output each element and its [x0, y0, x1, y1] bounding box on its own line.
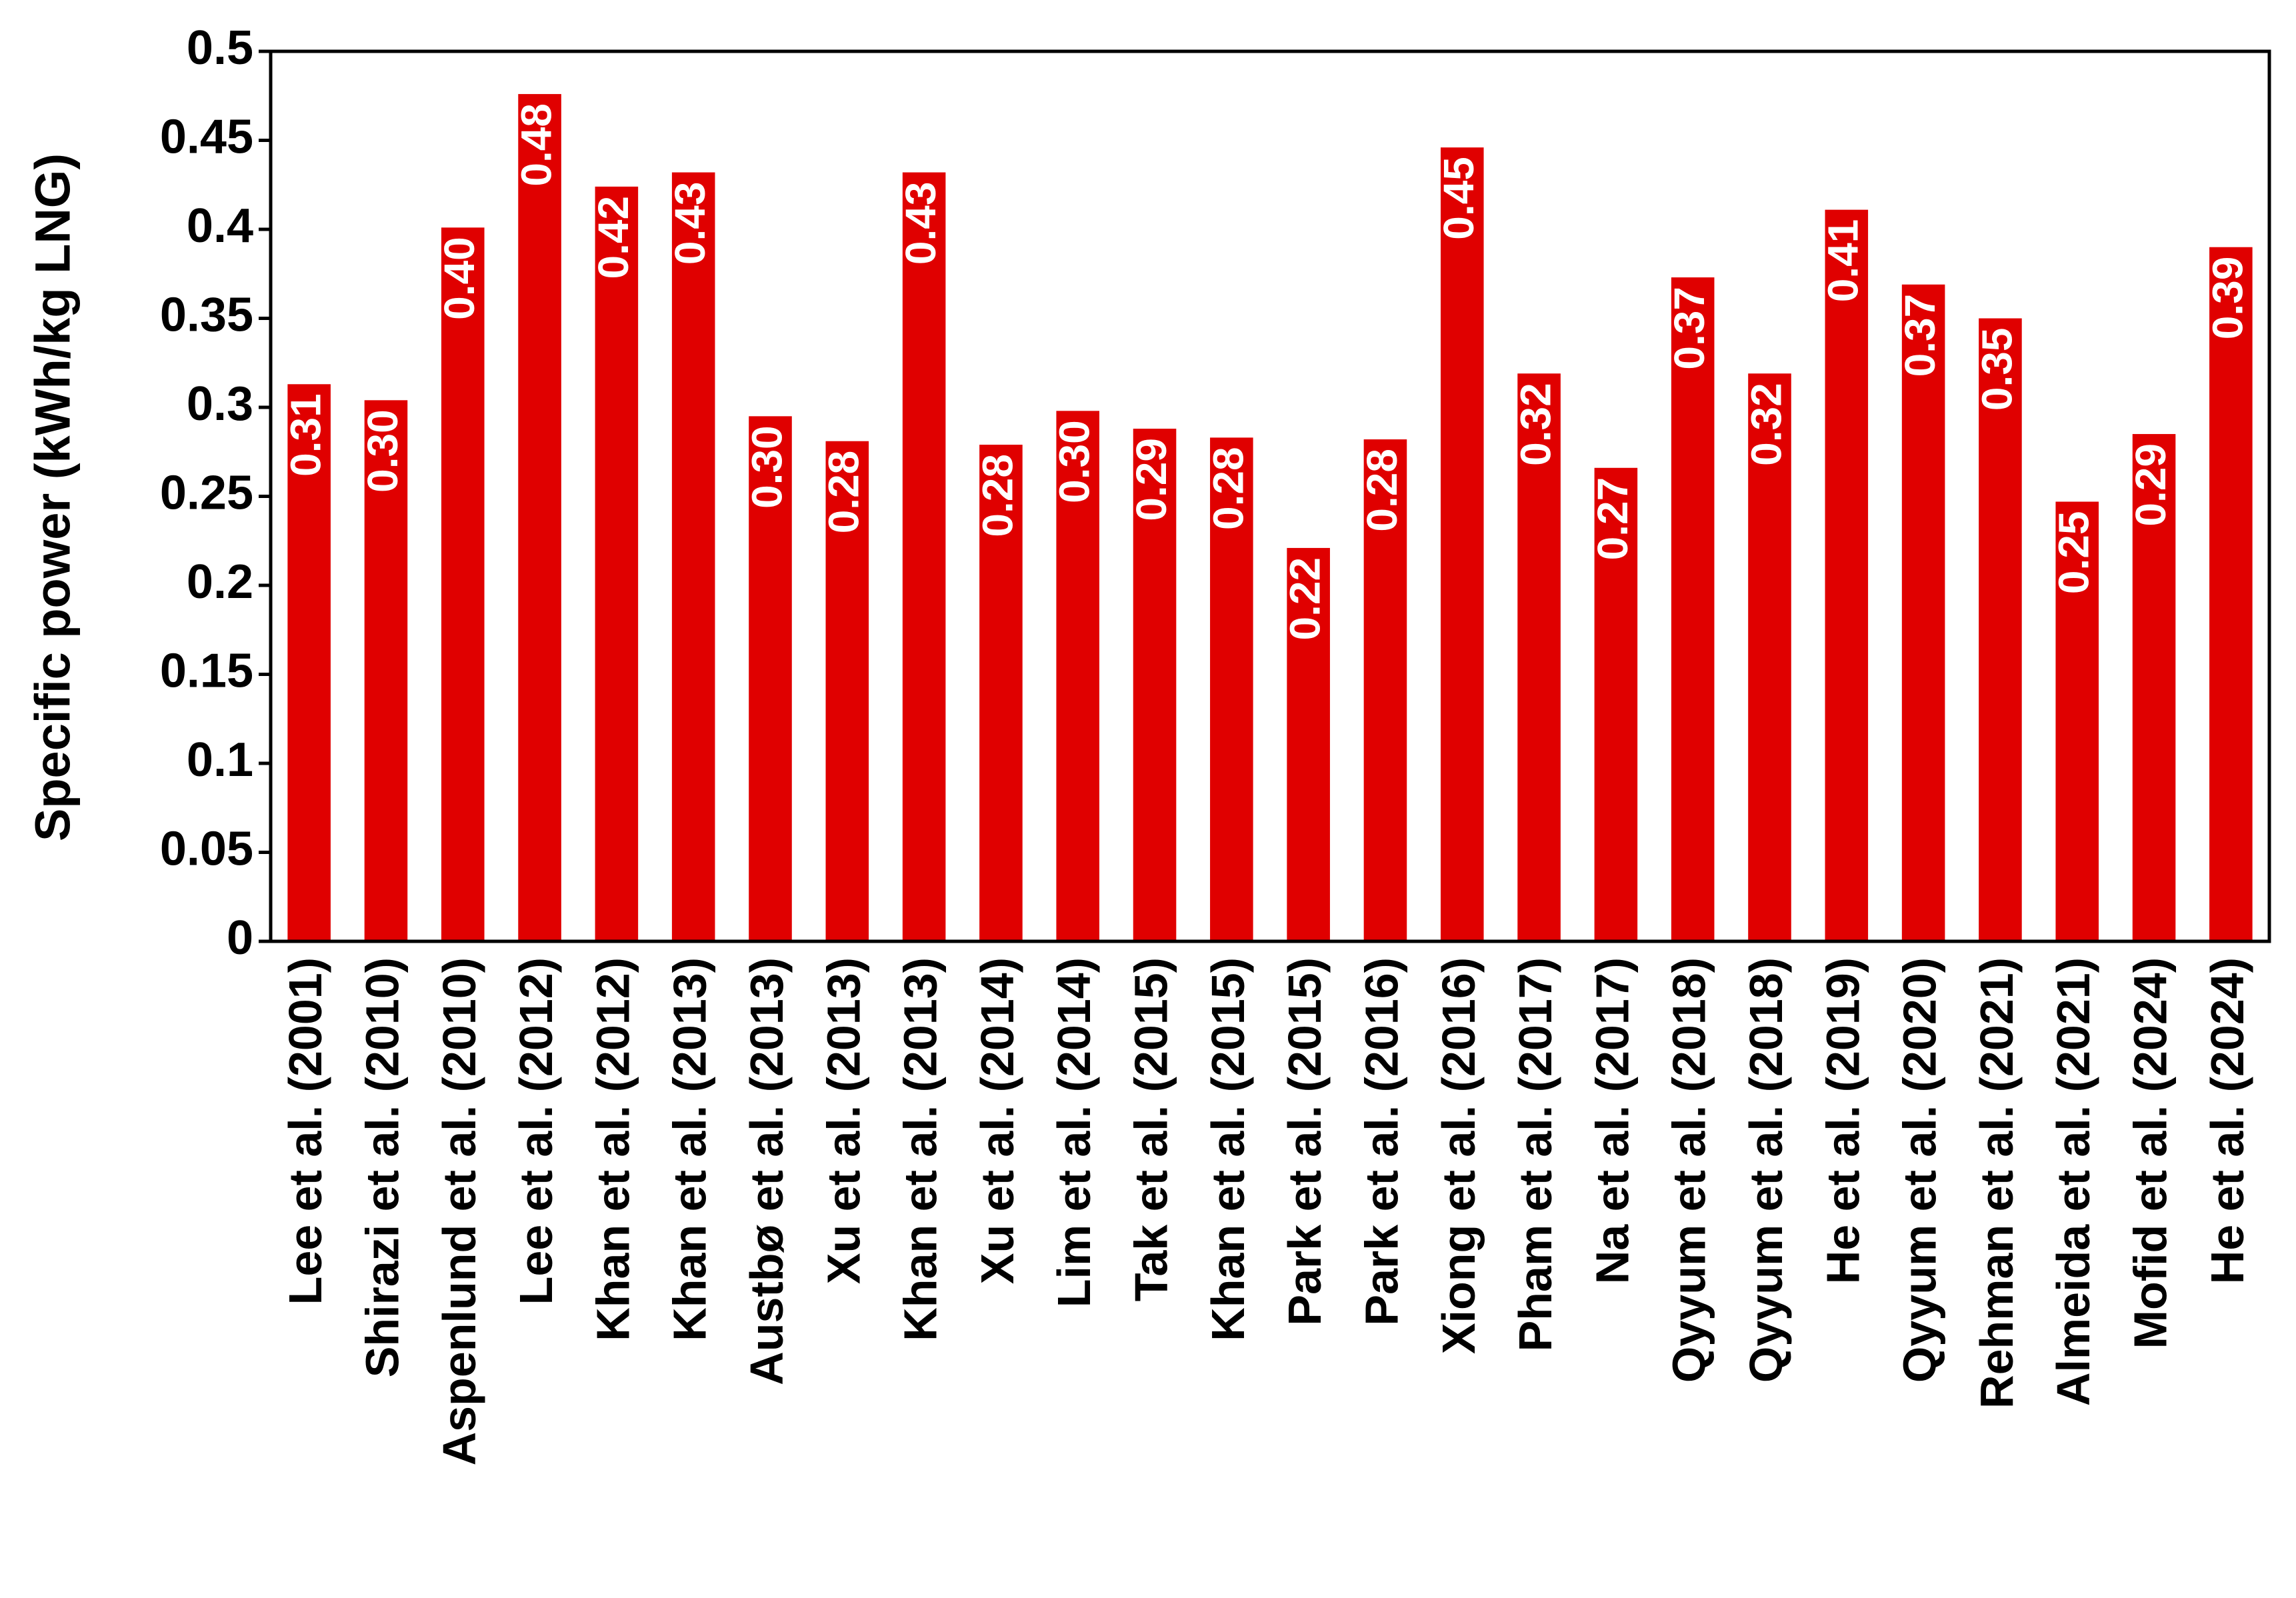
bar [1133, 429, 1177, 941]
value-label: 0.43 [897, 182, 945, 265]
x-tick-label: Shirazi et al. (2010) [356, 957, 408, 1377]
bar [902, 172, 946, 941]
bar [2209, 247, 2253, 942]
x-tick-label: Khan et al. (2012) [587, 957, 639, 1341]
bar [287, 384, 331, 941]
x-tick-label: Mofid et al. (2024) [2125, 957, 2177, 1349]
value-label: 0.27 [1589, 477, 1637, 561]
y-tick-label: 0.15 [160, 645, 253, 698]
value-label: 0.28 [820, 451, 868, 534]
x-tick-label: Austbø et al. (2013) [741, 957, 793, 1385]
value-label: 0.32 [1742, 383, 1790, 466]
bar [518, 94, 561, 942]
y-tick-label: 0.05 [160, 823, 253, 876]
x-tick-label: Khan et al. (2013) [895, 957, 947, 1341]
y-tick-label: 0.4 [187, 199, 253, 253]
bar [595, 186, 639, 941]
x-tick-label: Lim et al. (2014) [1048, 957, 1100, 1307]
y-tick-label: 0 [227, 911, 253, 965]
bar [2055, 501, 2099, 941]
x-tick-label: He et al. (2019) [1817, 957, 1869, 1284]
y-tick-label: 0.25 [160, 467, 253, 520]
value-label: 0.30 [359, 409, 407, 493]
bar [441, 227, 485, 942]
bar [1748, 373, 1791, 941]
value-label: 0.28 [973, 454, 1021, 537]
bar [1056, 411, 1100, 941]
y-tick-label: 0.5 [187, 21, 253, 75]
value-label: 0.29 [1127, 438, 1175, 521]
value-label: 0.32 [1511, 383, 1559, 466]
value-label: 0.48 [512, 103, 560, 187]
bar [1287, 547, 1330, 941]
bar [364, 400, 408, 941]
value-label: 0.29 [2127, 443, 2175, 527]
x-tick-label: He et al. (2024) [2201, 957, 2253, 1284]
y-tick-label: 0.35 [160, 289, 253, 342]
x-tick-label: Lee et al. (2012) [510, 957, 562, 1305]
y-tick-label: 0.45 [160, 111, 253, 164]
value-label: 0.22 [1281, 557, 1329, 641]
x-tick-label: Aspenlund et al. (2010) [433, 957, 485, 1465]
bar [825, 441, 869, 941]
bar [749, 416, 792, 941]
x-tick-label: Lee et al. (2001) [279, 957, 331, 1305]
value-label: 0.43 [666, 182, 714, 265]
x-tick-label: Qyyum et al. (2018) [1740, 957, 1792, 1383]
x-tick-label: Xu et al. (2013) [817, 957, 869, 1284]
x-tick-label: Qyyum et al. (2018) [1663, 957, 1715, 1383]
bar [1825, 209, 1869, 941]
value-label: 0.41 [1819, 219, 1867, 303]
x-tick-label: Almeida et al. (2021) [2047, 957, 2099, 1406]
value-label: 0.28 [1358, 449, 1406, 532]
x-tick-label: Na et al. (2017) [1586, 957, 1638, 1284]
bar [1901, 284, 1945, 941]
y-tick-label: 0.2 [187, 555, 253, 609]
bar [2132, 434, 2176, 941]
y-axis-title: Specific power (kWh/kg LNG) [25, 153, 81, 841]
bar [1517, 373, 1561, 941]
bar [671, 172, 715, 941]
x-tick-label: Khan et al. (2015) [1202, 957, 1254, 1341]
x-tick-label: Pham et al. (2017) [1509, 957, 1561, 1351]
value-label: 0.28 [1204, 447, 1252, 530]
x-tick-label: Qyyum et al. (2020) [1894, 957, 1946, 1383]
x-tick-label: Rehman et al. (2021) [1971, 957, 2023, 1409]
y-tick-label: 0.1 [187, 733, 253, 787]
bar [979, 445, 1023, 941]
x-tick-label: Xiong et al. (2016) [1433, 957, 1485, 1354]
value-label: 0.45 [1435, 157, 1483, 240]
value-label: 0.40 [435, 237, 483, 320]
value-label: 0.30 [743, 425, 791, 509]
plot-frame [269, 49, 2271, 943]
bar [1594, 467, 1638, 941]
value-label: 0.25 [2050, 511, 2098, 595]
value-label: 0.42 [589, 196, 637, 279]
bar [1210, 437, 1253, 941]
bar [1671, 277, 1715, 942]
value-label: 0.31 [282, 393, 330, 477]
x-tick-label: Park et al. (2016) [1355, 957, 1407, 1326]
bar [1979, 318, 2022, 941]
value-label: 0.30 [1051, 420, 1099, 503]
y-tick-label: 0.3 [187, 377, 253, 431]
value-label: 0.39 [2203, 257, 2251, 340]
x-tick-label: Xu et al. (2014) [971, 957, 1023, 1284]
bar [1440, 147, 1484, 942]
value-label: 0.35 [1973, 328, 2021, 411]
bar [1363, 439, 1407, 941]
value-label: 0.37 [1896, 294, 1944, 377]
x-tick-label: Park et al. (2015) [1279, 957, 1331, 1326]
x-tick-label: Khan et al. (2013) [664, 957, 716, 1341]
value-label: 0.37 [1665, 287, 1713, 370]
x-tick-label: Tak et al. (2015) [1125, 957, 1177, 1301]
